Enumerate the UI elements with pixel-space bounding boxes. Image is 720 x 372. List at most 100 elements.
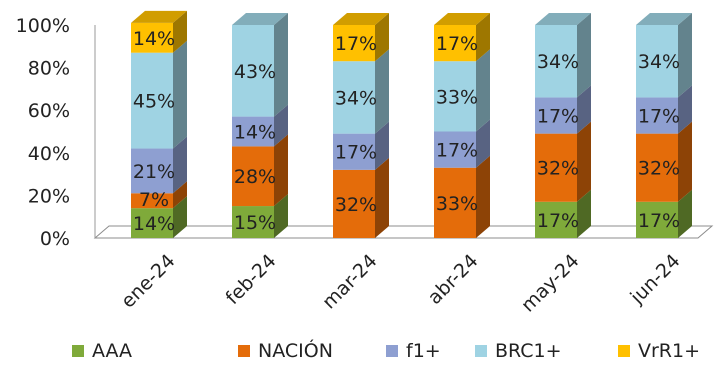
data-label-ene-24-brc1: 45%	[133, 91, 175, 113]
bar-abr-24-f1-side	[476, 119, 490, 168]
legend-item-vrr1: VrR1+	[618, 340, 700, 362]
data-label-ene-24-vrr1: 14%	[133, 28, 175, 50]
bar-ene-24-brc1-front	[131, 52, 173, 149]
bar-abr-24-brc1-front	[434, 61, 476, 132]
data-label-mar-24-f1: 17%	[335, 142, 377, 164]
bar-mar-24-f1-front	[333, 133, 375, 170]
legend-swatch-nacion	[238, 345, 250, 357]
y-tick-label: 40%	[28, 143, 70, 165]
data-label-abr-24-nacion: 33%	[436, 193, 478, 215]
bar-abr-24-vrr1-front	[434, 25, 476, 62]
data-label-feb-24-f1: 14%	[234, 122, 276, 144]
bar-may-24-f1-side	[577, 85, 591, 134]
data-label-ene-24-nacion: 7%	[139, 189, 169, 211]
data-label-feb-24-brc1: 43%	[234, 61, 276, 83]
legend-item-brc1: BRC1+	[475, 340, 562, 362]
legend-item-f1: f1+	[386, 340, 441, 362]
bar-ene-24-nacion-side	[173, 181, 187, 209]
bar-jun-24-aaa-side	[678, 189, 692, 238]
bar-feb-24-brc1-side	[274, 13, 288, 117]
stacked-bar-chart: 0%20%40%60%80%100%14%7%21%45%14%ene-2415…	[16, 10, 714, 317]
bar-may-24-nacion-front	[535, 133, 577, 202]
bar-jun-24-nacion-side	[678, 121, 692, 202]
bar-abr-24-vrr1-side	[476, 13, 490, 62]
data-label-abr-24-vrr1: 17%	[436, 33, 478, 55]
bar-ene-24-nacion-front	[131, 193, 173, 209]
data-label-feb-24-nacion: 28%	[234, 166, 276, 188]
bar-ene-24-aaa-side	[173, 196, 187, 238]
data-label-mar-24-nacion: 32%	[335, 194, 377, 216]
data-label-mar-24-vrr1: 17%	[335, 33, 377, 55]
bar-ene-24-brc1-side	[173, 40, 187, 149]
bar-ene-24-vrr1-side	[173, 10, 187, 53]
bar-may-24-brc1-side	[577, 13, 591, 98]
data-label-may-24-aaa: 17%	[537, 210, 579, 232]
bar-may-24-f1-front	[535, 97, 577, 134]
x-tick-label-mar-24: mar-24	[318, 250, 381, 313]
data-label-may-24-f1: 17%	[537, 106, 579, 128]
bar-jun-24-f1-side	[678, 85, 692, 134]
bar-ene-24-f1-front	[131, 148, 173, 194]
bar-ene-24-aaa-front	[131, 208, 173, 238]
data-label-ene-24-aaa: 14%	[133, 213, 175, 235]
bar-may-24-aaa-side	[577, 189, 591, 238]
data-label-abr-24-f1: 17%	[436, 140, 478, 162]
data-label-ene-24-f1: 21%	[133, 161, 175, 183]
legend-label-f1: f1+	[406, 340, 441, 362]
data-label-jun-24-nacion: 32%	[638, 158, 680, 180]
bar-may-24-aaa-front	[535, 201, 577, 238]
bar-jun-24-brc1-side	[678, 13, 692, 98]
bar-mar-24-top	[333, 13, 389, 25]
x-tick-label-ene-24: ene-24	[117, 250, 180, 313]
bar-jun-24-nacion-front	[636, 133, 678, 202]
legend-label-nacion: NACIÓN	[258, 340, 333, 362]
x-tick-label-jun-24: jun-24	[626, 250, 685, 309]
legend-swatch-aaa	[72, 345, 84, 357]
legend-swatch-brc1	[475, 345, 487, 357]
data-label-jun-24-brc1: 34%	[638, 51, 680, 73]
bar-may-24-brc1-front	[535, 25, 577, 98]
bar-feb-24-nacion-side	[274, 134, 288, 207]
legend-label-brc1: BRC1+	[495, 340, 562, 362]
legend-item-nacion: NACIÓN	[238, 340, 333, 362]
bar-abr-24-nacion-side	[476, 155, 490, 238]
data-label-feb-24-aaa: 15%	[234, 212, 276, 234]
bar-feb-24-brc1-front	[232, 25, 274, 117]
y-tick-label: 80%	[28, 58, 70, 80]
data-label-mar-24-brc1: 34%	[335, 87, 377, 109]
bar-abr-24-brc1-side	[476, 49, 490, 132]
legend-label-aaa: AAA	[92, 340, 133, 362]
bar-feb-24-f1-side	[274, 104, 288, 147]
bar-jun-24-f1-front	[636, 97, 678, 134]
legend-swatch-vrr1	[618, 345, 630, 357]
bar-abr-24-top	[434, 13, 490, 25]
bar-mar-24-vrr1-side	[375, 13, 389, 62]
data-label-jun-24-f1: 17%	[638, 106, 680, 128]
bar-mar-24-brc1-front	[333, 61, 375, 134]
bar-mar-24-vrr1-front	[333, 25, 375, 62]
x-tick-label-may-24: may-24	[517, 250, 584, 317]
bar-ene-24-top	[131, 10, 187, 23]
legend-item-aaa: AAA	[72, 340, 132, 362]
x-tick-label-abr-24: abr-24	[424, 250, 483, 309]
y-tick-label: 20%	[28, 185, 70, 207]
bar-feb-24-f1-front	[232, 116, 274, 147]
bar-feb-24-aaa-side	[274, 194, 288, 238]
bar-feb-24-nacion-front	[232, 146, 274, 207]
y-tick-label: 0%	[40, 228, 70, 250]
chart-floor	[93, 225, 714, 239]
bar-mar-24-nacion-front	[333, 169, 375, 238]
bar-may-24-nacion-side	[577, 121, 591, 202]
bar-abr-24-nacion-front	[434, 167, 476, 238]
bar-feb-24-aaa-front	[232, 206, 274, 238]
bar-ene-24-f1-side	[173, 136, 187, 194]
bar-jun-24-top	[636, 13, 692, 25]
chart-legend: AAA NACIÓN f1+ BRC1+ VrR1+	[0, 340, 720, 366]
y-tick-label: 100%	[16, 15, 70, 37]
bar-feb-24-top	[232, 13, 288, 25]
legend-swatch-f1	[386, 345, 398, 357]
data-label-may-24-brc1: 34%	[537, 51, 579, 73]
x-tick-label-feb-24: feb-24	[222, 250, 281, 309]
y-tick-label: 60%	[28, 100, 70, 122]
bar-mar-24-f1-side	[375, 121, 389, 170]
